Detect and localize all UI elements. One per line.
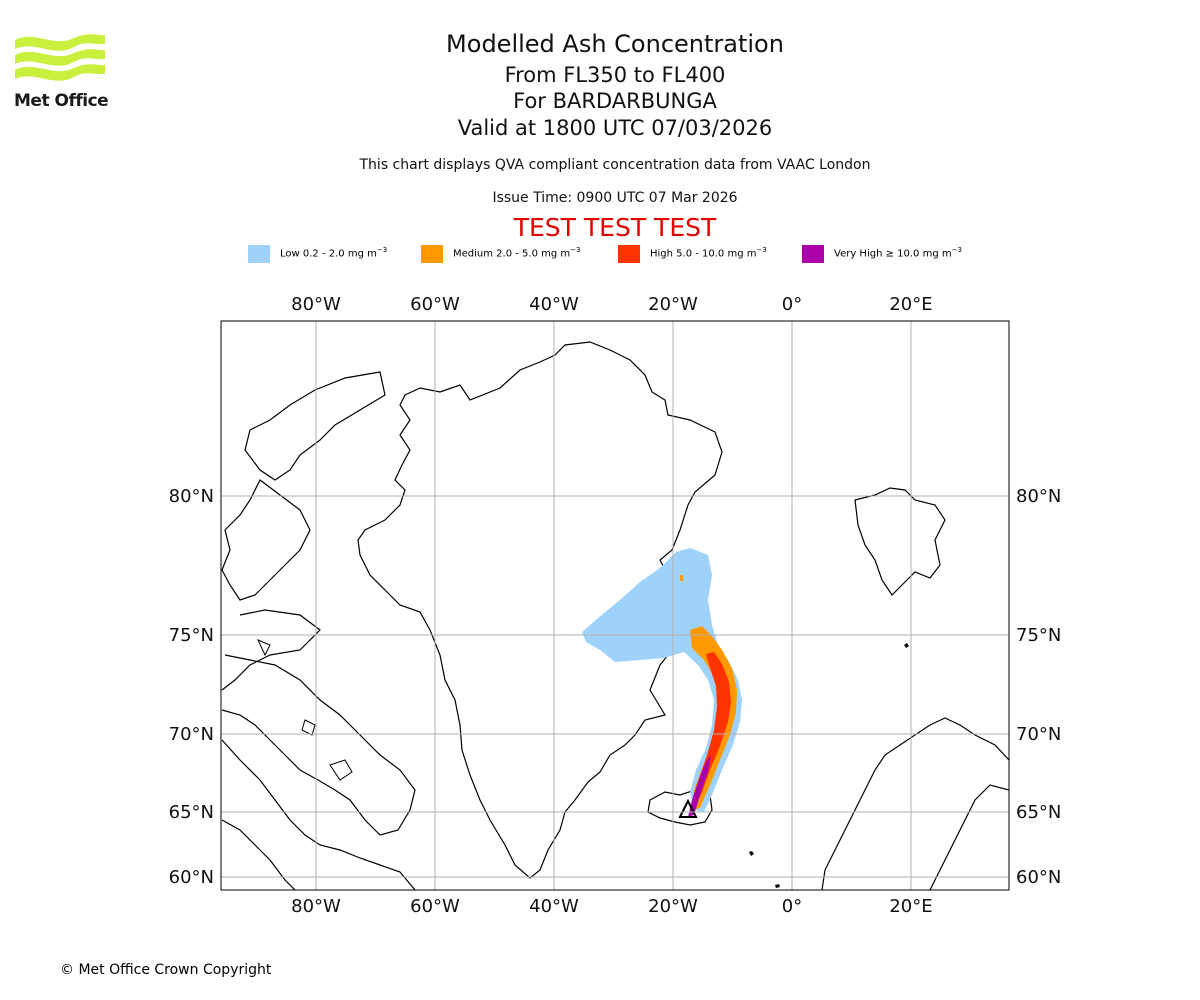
canada-mainland-coastline	[221, 739, 416, 890]
ash-plume	[582, 548, 742, 817]
faroe-islands	[749, 851, 780, 888]
graticule	[221, 321, 1009, 890]
svalbard-coastline	[854, 487, 946, 596]
lon-label-bottom: 40°W	[529, 896, 579, 917]
ash-very-high-region	[688, 755, 711, 817]
greenland-coastline	[357, 341, 723, 879]
lon-label-top: 40°W	[529, 294, 579, 315]
lat-label-right: 60°N	[1016, 867, 1061, 888]
test-banner: TEST TEST TEST	[513, 213, 717, 242]
chart-description: This chart displays QVA compliant concen…	[359, 157, 871, 173]
scandinavia-coastline	[821, 717, 1009, 890]
legend-swatch-low	[248, 245, 270, 263]
map-frame	[220, 320, 1010, 891]
flight-level-range: From FL350 to FL400	[504, 63, 726, 87]
volcano-triangle-icon	[678, 798, 698, 818]
lat-label-left: 75°N	[169, 625, 214, 646]
legend-swatch-medium	[421, 245, 443, 263]
lat-label-left: 65°N	[169, 802, 214, 823]
legend-swatch-very-high	[802, 245, 824, 263]
logo-text: Met Office	[14, 91, 109, 111]
baffin-coastline	[221, 609, 416, 836]
small-islands	[257, 639, 353, 781]
lon-label-bottom: 80°W	[291, 896, 341, 917]
jan-mayen	[904, 643, 909, 648]
legend-label-low: Low 0.2 - 2.0 mg m−3	[280, 246, 388, 260]
met-office-logo-icon	[15, 34, 105, 81]
lon-label-top: 80°W	[291, 294, 341, 315]
lat-label-right: 65°N	[1016, 802, 1061, 823]
lon-label-top: 0°	[782, 294, 802, 315]
legend-label-high: High 5.0 - 10.0 mg m−3	[650, 246, 767, 260]
lon-label-bottom: 0°	[782, 896, 802, 917]
ash-high-region	[694, 652, 731, 805]
valid-time: Valid at 1800 UTC 07/03/2026	[457, 116, 773, 140]
lon-label-bottom: 20°W	[648, 896, 698, 917]
volcano-name: For BARDARBUNGA	[513, 89, 717, 113]
copyright-notice: © Met Office Crown Copyright	[60, 962, 272, 978]
lat-label-right: 80°N	[1016, 486, 1061, 507]
legend-label-medium: Medium 2.0 - 5.0 mg m−3	[453, 246, 581, 260]
ash-low-region	[582, 548, 742, 812]
lat-label-left: 60°N	[169, 867, 214, 888]
chart-title: Modelled Ash Concentration	[446, 30, 784, 58]
lon-label-top: 60°W	[410, 294, 460, 315]
ellesmere-coastline	[221, 371, 386, 601]
iceland-coastline	[647, 789, 713, 826]
legend-swatch-high	[618, 245, 640, 263]
lat-label-left: 70°N	[169, 724, 214, 745]
ash-medium-region	[690, 626, 737, 810]
legend-label-very-high: Very High ≥ 10.0 mg m−3	[834, 246, 962, 260]
lon-label-top: 20°W	[648, 294, 698, 315]
lat-label-right: 75°N	[1016, 625, 1061, 646]
lon-label-top: 20°E	[889, 294, 932, 315]
lon-label-bottom: 60°W	[410, 896, 460, 917]
ash-medium-fleck	[680, 575, 683, 581]
lon-label-bottom: 20°E	[889, 896, 932, 917]
lat-label-right: 70°N	[1016, 724, 1061, 745]
issue-time: Issue Time: 0900 UTC 07 Mar 2026	[492, 190, 738, 206]
lat-label-left: 80°N	[169, 486, 214, 507]
